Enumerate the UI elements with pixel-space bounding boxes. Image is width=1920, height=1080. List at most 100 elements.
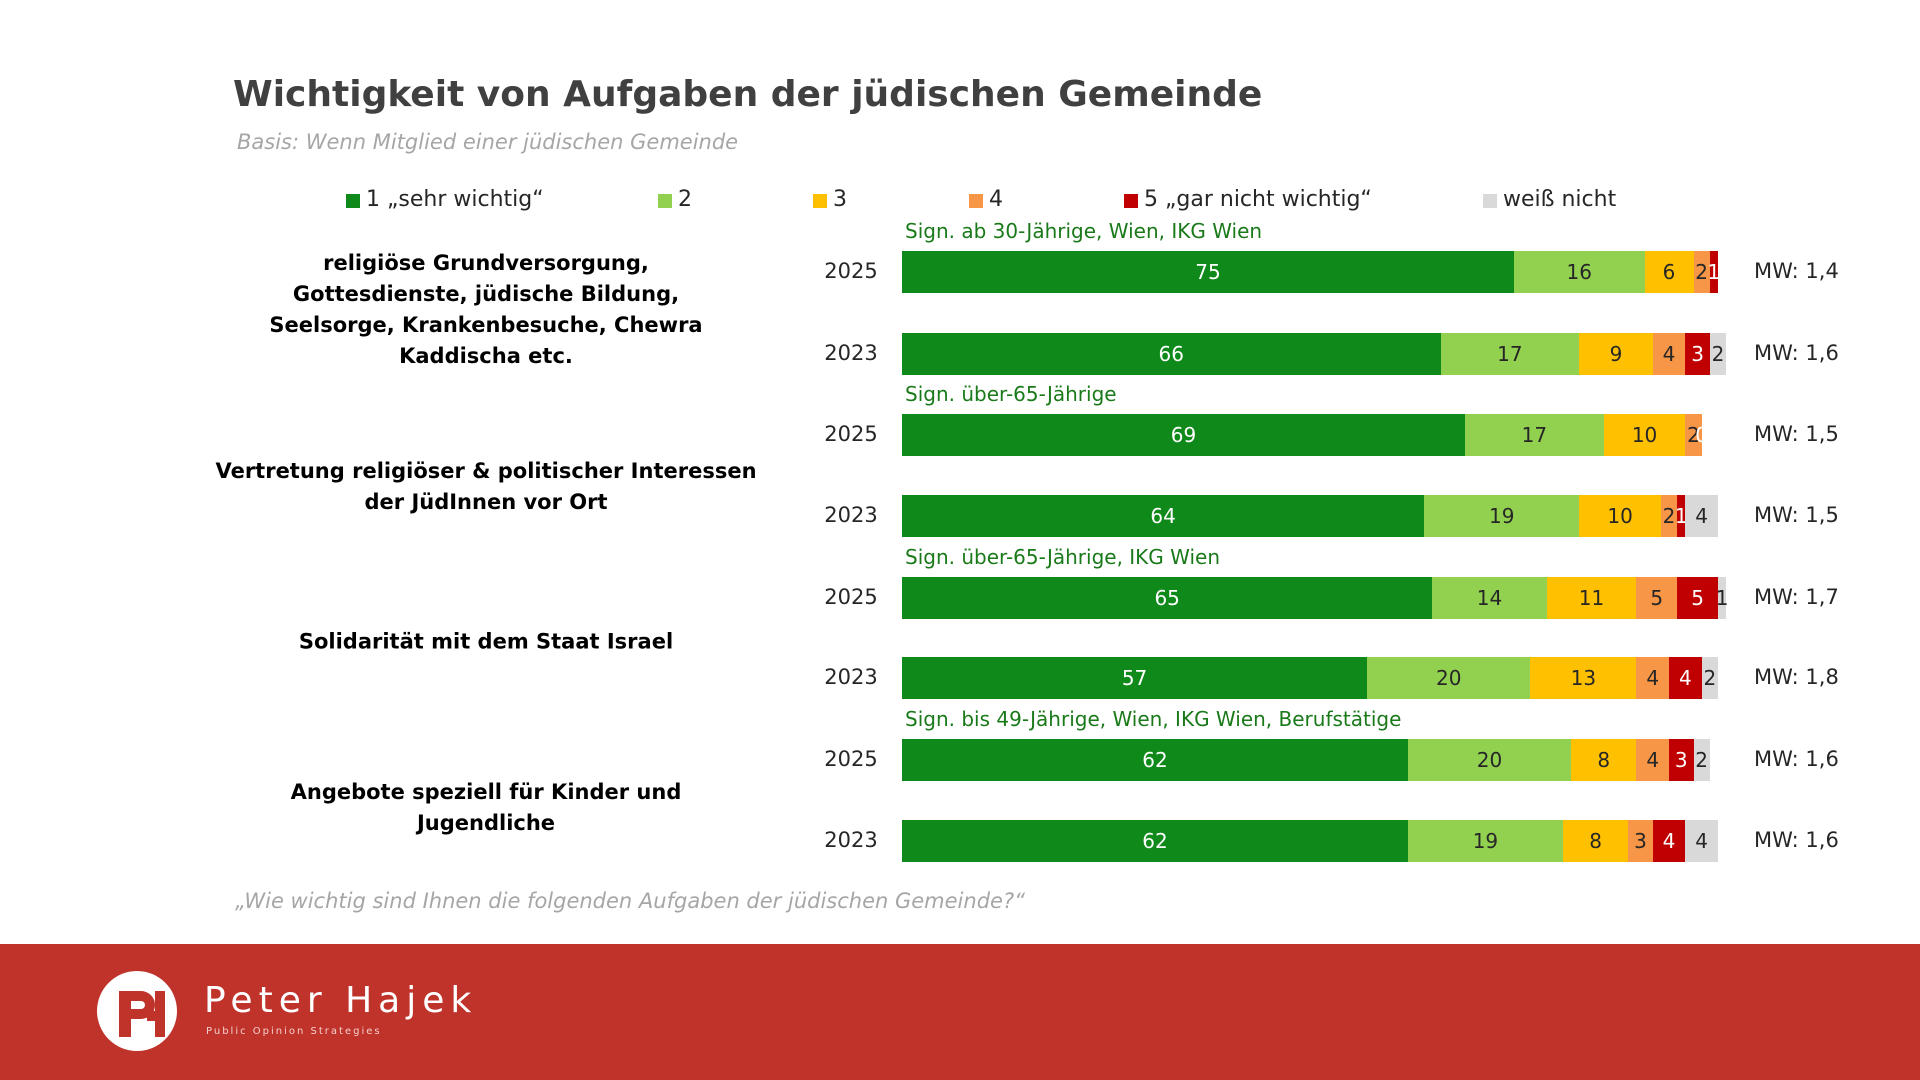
year-label: 2023 [824,828,878,852]
value-label: 4 [1662,342,1676,366]
bar-segment [902,657,1368,699]
legend-swatch [969,194,983,208]
mean-label: MW: 1,6 [1754,341,1839,365]
group-label: Angebote speziell für Kinder und Jugendl… [290,780,682,835]
value-label: 16 [1566,260,1592,284]
significance-note: Sign. über-65-Jährige [905,382,1117,406]
bar-segment [1652,333,1686,375]
value-label: 1 [1707,260,1721,284]
group-label: Solidarität mit dem Staat Israel [298,629,674,654]
value-label: 64 [1150,504,1176,528]
bar-segment [902,577,1433,619]
value-label: 62 [1142,748,1168,772]
bar-segment [1636,739,1670,781]
bar-segment [1677,495,1686,537]
bar-segment [902,414,1466,456]
legend-label: 4 [989,187,1003,212]
bar-segment [1465,414,1604,456]
value-label: 10 [1607,504,1633,528]
value-label: 2 [1695,748,1709,772]
bar-segment [1644,251,1694,293]
value-label: 20 [1435,666,1462,690]
bar-segment [1677,577,1718,619]
legend-label: 3 [833,187,847,212]
value-label: 8 [1589,829,1602,853]
legend-label: 5 „gar nicht wichtig“ [1144,187,1372,212]
value-label: 2 [1703,666,1717,690]
value-label: 4 [1646,666,1660,690]
bar-segment [1693,251,1710,293]
value-label: 2 [1711,342,1725,366]
year-label: 2023 [824,503,878,527]
bar-segment [1709,251,1718,293]
value-label: 4 [1695,504,1709,528]
brand-tagline: Public Opinion Strategies [206,1026,382,1037]
bar-segment [1407,739,1572,781]
value-label: 13 [1570,666,1597,690]
legend-swatch [658,194,672,208]
bar-segment [902,251,1514,293]
bar-segment [902,333,1441,375]
bar-segment [1407,820,1563,862]
bar-segment [1693,739,1710,781]
value-label: 5 [1691,586,1704,610]
value-label: 3 [1674,748,1688,772]
bar-segment [1709,333,1727,375]
bar-segment [1571,739,1637,781]
year-label: 2025 [824,422,878,446]
value-label: 2 [1662,504,1676,528]
bar-segment [1628,820,1653,862]
value-label: 57 [1121,666,1148,690]
value-label: 66 [1158,342,1184,366]
value-label: 14 [1476,586,1503,610]
bar-segment [1514,251,1645,293]
logo [97,971,177,1051]
group-label: Vertretung religiöser & politischer Inte… [215,459,757,514]
mean-label: MW: 1,8 [1754,665,1839,689]
legend-swatch [1124,194,1138,208]
value-label: 6 [1662,260,1676,284]
mean-label: MW: 1,6 [1754,828,1839,852]
bar-segment [1652,820,1686,862]
group-label: religiöse Grundversorgung, Gottesdienste… [269,251,703,368]
value-label: 4 [1678,666,1692,690]
bar-segment [1718,577,1727,619]
legend-swatch [346,194,360,208]
bar-segment [1701,657,1718,699]
bar-segment [1424,495,1580,537]
bar-segment [1669,739,1694,781]
question-note: „Wie wichtig sind Ihnen die folgenden Au… [235,889,1025,913]
value-label: 19 [1489,504,1515,528]
bar-segment [1669,657,1702,699]
bar-segment [1685,495,1718,537]
bar-segment [902,739,1408,781]
bar-segment [902,820,1408,862]
legend-swatch [1483,194,1497,208]
legend-label: 2 [678,187,692,212]
value-label: 69 [1170,423,1197,447]
bar-segment [1579,495,1661,537]
value-label: 1 [1674,504,1688,528]
value-label: 75 [1195,260,1221,284]
legend-swatch [813,194,827,208]
value-label: 2 [1687,423,1700,447]
bar-segment [1660,495,1678,537]
value-label: 9 [1609,342,1623,366]
value-label: 20 [1476,748,1503,772]
mean-label: MW: 1,7 [1754,585,1839,609]
bar-segment [1440,333,1580,375]
legend-label: 1 „sehr wichtig“ [366,187,544,212]
bar-segment [1432,577,1547,619]
mean-label: MW: 1,5 [1754,503,1839,527]
bar-segment [1636,657,1670,699]
year-label: 2025 [824,585,878,609]
year-label: 2023 [824,341,878,365]
value-label: 3 [1691,342,1704,366]
bar-segment [1562,820,1629,862]
value-label: 17 [1521,423,1548,447]
value-label: 2 [1695,260,1709,284]
mean-label: MW: 1,4 [1754,259,1839,283]
year-label: 2023 [824,665,878,689]
value-label: 65 [1154,586,1180,610]
significance-note: Sign. ab 30-Jährige, Wien, IKG Wien [905,219,1263,243]
